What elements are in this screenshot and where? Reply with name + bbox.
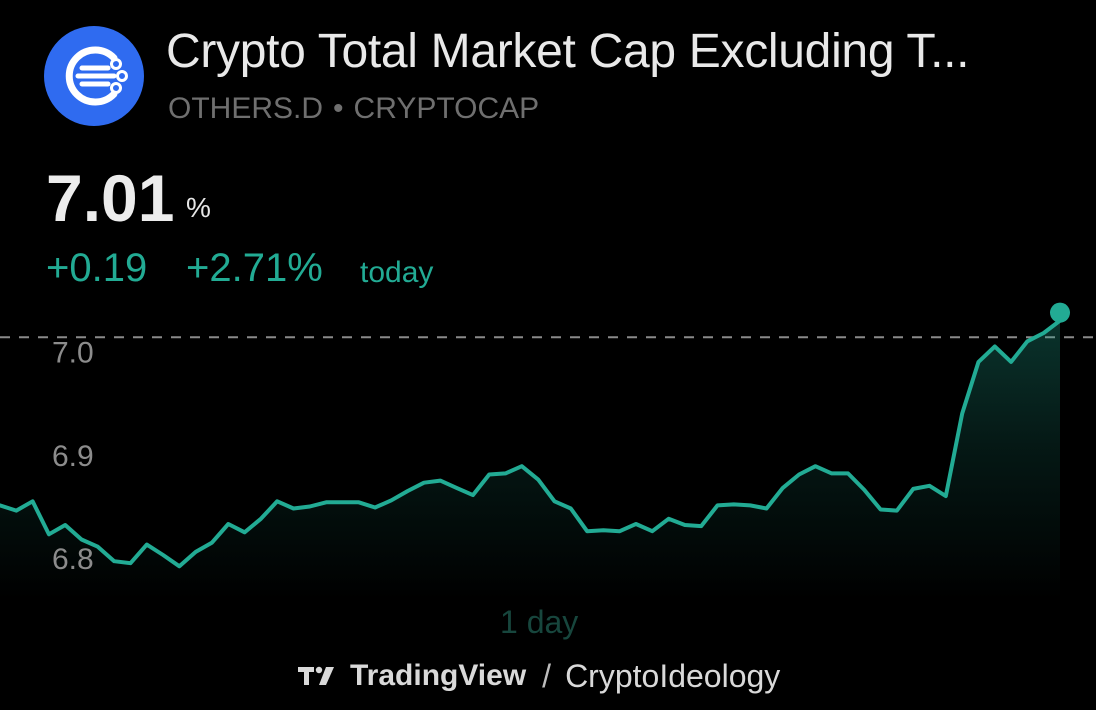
change-absolute: +0.19 — [46, 246, 148, 290]
symbol-subtitle: OTHERS.D • CRYPTOCAP — [168, 92, 539, 126]
exchange-name: CRYPTOCAP — [353, 92, 540, 125]
last-price: 7.01 — [46, 161, 175, 235]
price-line — [0, 318, 1062, 569]
footer-separator: / — [542, 657, 552, 694]
symbol-title: Crypto Total Market Cap Excluding T... — [166, 25, 970, 78]
symbol-ticker: OTHERS.D — [168, 92, 324, 125]
footer-author: CryptoIdeology — [565, 657, 781, 694]
y-tick-label: 6.8 — [52, 543, 94, 576]
price-unit: % — [186, 192, 211, 223]
tradingview-logo-icon — [298, 666, 334, 685]
data-streams-icon — [65, 46, 128, 106]
symbol-logo — [44, 26, 144, 126]
price-area-fill — [0, 320, 1060, 600]
y-tick-label: 7.0 — [52, 337, 94, 370]
change-percent: +2.71% — [186, 246, 323, 290]
footer-brand: TradingView — [350, 659, 527, 692]
change-period: today — [360, 256, 434, 289]
subtitle-separator: • — [333, 92, 344, 125]
footer-attribution: TradingView / CryptoIdeology — [298, 656, 780, 696]
y-tick-label: 6.9 — [52, 440, 94, 473]
last-price-point — [1050, 302, 1070, 323]
chart-period-label[interactable]: 1 day — [500, 604, 579, 640]
